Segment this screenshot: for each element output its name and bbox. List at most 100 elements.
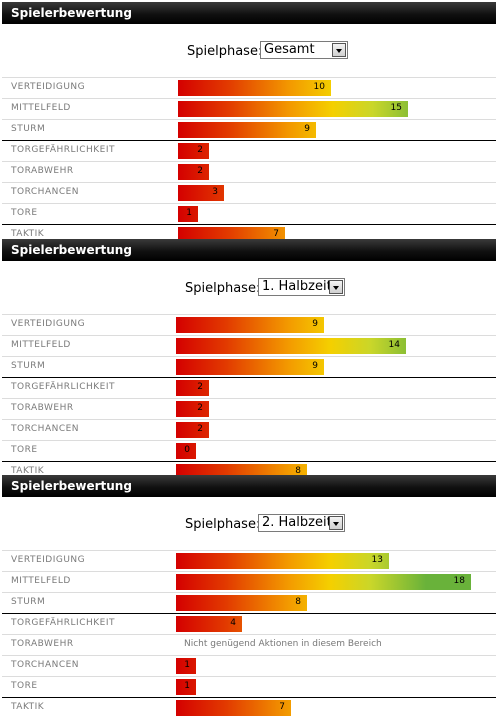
rating-row-torchancen: TORCHANCEN 2 xyxy=(2,419,496,440)
rating-name: TAKTIK xyxy=(11,466,45,476)
rating-row-verteidigung: VERTEIDIGUNG 13 xyxy=(2,550,496,571)
rating-bar: 3 xyxy=(178,185,224,201)
rating-value: 1 xyxy=(184,660,190,670)
rating-row-torabwehr: TORABWEHR 2 xyxy=(2,398,496,419)
rating-value: 3 xyxy=(212,187,218,197)
rating-bar: 9 xyxy=(176,317,324,333)
rating-row-torgefahrlichkeit: TORGEFÄHRLICHKEIT 4 xyxy=(2,613,496,634)
rating-value: 14 xyxy=(388,340,400,350)
rating-name: TORGEFÄHRLICHKEIT xyxy=(11,145,115,155)
chevron-down-icon[interactable] xyxy=(332,43,346,57)
rating-name: MITTELFELD xyxy=(11,103,71,113)
phase-label: Spielphase: xyxy=(185,517,261,532)
rating-row-torchancen: TORCHANCEN 1 xyxy=(2,655,496,676)
rating-row-mittelfeld: MITTELFELD 14 xyxy=(2,335,496,356)
panel-title: Spielerbewertung xyxy=(2,239,496,261)
rating-panel: Spielerbewertung Spielphase: 1. Halbzeit VE… xyxy=(2,239,496,480)
rating-value: 2 xyxy=(197,403,203,413)
rating-value: 9 xyxy=(312,319,318,329)
rating-value: 8 xyxy=(295,466,301,476)
rating-bar: 10 xyxy=(178,80,331,96)
rating-row-torgefahrlichkeit: TORGEFÄHRLICHKEIT 2 xyxy=(2,140,496,161)
phase-dropdown[interactable]: Gesamt xyxy=(260,41,348,59)
rating-bar: 9 xyxy=(178,122,316,138)
phase-dropdown-value: 2. Halbzeit xyxy=(262,515,332,530)
rating-row-verteidigung: VERTEIDIGUNG 10 xyxy=(2,77,496,98)
rating-name: STURM xyxy=(11,597,46,607)
rating-row-torgefahrlichkeit: TORGEFÄHRLICHKEIT 2 xyxy=(2,377,496,398)
rating-bar: 8 xyxy=(176,595,307,611)
insufficient-data-message: Nicht genügend Aktionen in diesem Bereic… xyxy=(184,639,382,649)
rating-name: VERTEIDIGUNG xyxy=(11,319,86,329)
rating-row-torabwehr: TORABWEHR Nicht genügend Aktionen in dies… xyxy=(2,634,496,655)
rating-value: 1 xyxy=(184,681,190,691)
rating-row-taktik: TAKTIK 7 xyxy=(2,697,496,718)
rating-value: 18 xyxy=(453,576,465,586)
rating-name: TORCHANCEN xyxy=(11,187,80,197)
phase-label: Spielphase: xyxy=(185,281,261,296)
rating-value: 8 xyxy=(295,597,301,607)
panel-title: Spielerbewertung xyxy=(2,2,496,24)
rating-row-tore: TORE 1 xyxy=(2,676,496,697)
rating-value: 7 xyxy=(279,702,285,712)
rating-name: MITTELFELD xyxy=(11,340,71,350)
rating-row-tore: TORE 1 xyxy=(2,203,496,224)
rating-bar: 7 xyxy=(176,700,291,716)
rating-bar: 0 xyxy=(176,443,196,459)
rating-name: TORE xyxy=(11,208,38,218)
rating-bar: 1 xyxy=(178,206,198,222)
rating-list: VERTEIDIGUNG 10 MITTELFELD 15 STURM 9 TORGEFÄH… xyxy=(2,77,496,245)
rating-bar: 9 xyxy=(176,359,324,375)
rating-row-sturm: STURM 9 xyxy=(2,119,496,140)
rating-bar: 18 xyxy=(176,574,471,590)
panel-title: Spielerbewertung xyxy=(2,475,496,497)
rating-value: 2 xyxy=(197,145,203,155)
chevron-down-icon[interactable] xyxy=(329,516,343,530)
rating-value: 13 xyxy=(371,555,383,565)
rating-bar: 13 xyxy=(176,553,389,569)
rating-name: MITTELFELD xyxy=(11,576,71,586)
rating-name: TORCHANCEN xyxy=(11,424,80,434)
rating-list: VERTEIDIGUNG 13 MITTELFELD 18 STURM 8 TORGEFÄH… xyxy=(2,550,496,718)
rating-name: STURM xyxy=(11,361,46,371)
rating-bar: 1 xyxy=(176,679,196,695)
rating-name: TORGEFÄHRLICHKEIT xyxy=(11,618,115,628)
phase-dropdown-value: 1. Halbzeit xyxy=(262,279,332,294)
rating-row-verteidigung: VERTEIDIGUNG 9 xyxy=(2,314,496,335)
rating-bar: 4 xyxy=(176,616,242,632)
rating-name: TAKTIK xyxy=(11,229,45,239)
rating-name: TORCHANCEN xyxy=(11,660,80,670)
rating-value: 7 xyxy=(273,229,279,239)
rating-row-sturm: STURM 9 xyxy=(2,356,496,377)
rating-bar: 2 xyxy=(176,401,209,417)
rating-row-sturm: STURM 8 xyxy=(2,592,496,613)
rating-bar: 15 xyxy=(178,101,408,117)
rating-row-tore: TORE 0 xyxy=(2,440,496,461)
rating-bar: 2 xyxy=(176,422,209,438)
rating-panel: Spielerbewertung Spielphase: 2. Halbzeit VE… xyxy=(2,475,496,716)
rating-bar: 2 xyxy=(176,380,209,396)
rating-name: VERTEIDIGUNG xyxy=(11,82,86,92)
rating-value: 1 xyxy=(186,208,192,218)
rating-value: 10 xyxy=(313,82,325,92)
rating-value: 2 xyxy=(197,166,203,176)
chevron-down-icon[interactable] xyxy=(329,280,343,294)
rating-bar: 2 xyxy=(178,143,209,159)
phase-label: Spielphase: xyxy=(187,44,263,59)
rating-name: TORABWEHR xyxy=(11,166,74,176)
rating-row-mittelfeld: MITTELFELD 15 xyxy=(2,98,496,119)
rating-bar: 2 xyxy=(178,164,209,180)
phase-dropdown[interactable]: 1. Halbzeit xyxy=(258,278,345,296)
rating-value: 15 xyxy=(390,103,402,113)
rating-value: 9 xyxy=(312,361,318,371)
rating-value: 2 xyxy=(197,424,203,434)
rating-panel: Spielerbewertung Spielphase: Gesamt VERTEID… xyxy=(2,2,496,243)
rating-name: TAKTIK xyxy=(11,702,45,712)
rating-list: VERTEIDIGUNG 9 MITTELFELD 14 STURM 9 TORGEFÄHR… xyxy=(2,314,496,482)
rating-name: TORGEFÄHRLICHKEIT xyxy=(11,382,115,392)
rating-name: TORE xyxy=(11,681,38,691)
rating-bar: 1 xyxy=(176,658,196,674)
phase-dropdown[interactable]: 2. Halbzeit xyxy=(258,514,345,532)
rating-row-torchancen: TORCHANCEN 3 xyxy=(2,182,496,203)
rating-value: 0 xyxy=(184,445,190,455)
